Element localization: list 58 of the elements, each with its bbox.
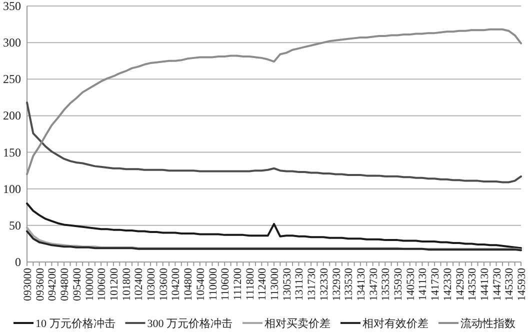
- x-tick-label: 101800: [120, 268, 133, 301]
- y-tick-label: 150: [3, 145, 21, 160]
- line-series: [26, 226, 522, 251]
- x-tick-label: 104200: [170, 268, 182, 301]
- x-tick-label: 102400: [133, 268, 146, 301]
- x-tick-label: 144130: [478, 268, 491, 301]
- x-tick-label: 130530: [281, 268, 294, 301]
- x-tick-label: 134130: [355, 268, 368, 301]
- x-tick-label: 145330: [504, 268, 516, 301]
- x-tick-label: 131730: [306, 268, 318, 301]
- x-tick-label: 111800: [244, 268, 256, 300]
- y-tick-label: 100: [3, 182, 21, 196]
- legend-label: 流动性指数: [460, 317, 516, 330]
- x-tick-label: 134730: [368, 268, 380, 301]
- x-tick-label: 103000: [146, 268, 158, 301]
- line-series: [26, 28, 522, 176]
- x-tick-label: 132930: [330, 268, 343, 301]
- line-series: [26, 102, 522, 184]
- x-tick-label: 132330: [318, 268, 330, 301]
- x-tick-label: 100000: [84, 268, 96, 301]
- y-tick-label: 250: [3, 72, 21, 86]
- x-tick-label: 131130: [294, 268, 306, 301]
- y-tick-label: 50: [9, 218, 21, 232]
- x-tick-label: 142930: [454, 268, 466, 301]
- x-tick-label: 101200: [108, 268, 120, 301]
- line-series: [26, 202, 522, 250]
- y-tick-label: 300: [3, 36, 21, 50]
- y-tick-label: 350: [3, 0, 21, 13]
- x-tick-label: 135930: [392, 268, 404, 301]
- x-tick-label: 141130: [417, 268, 430, 301]
- y-tick-label: 0: [15, 255, 21, 269]
- x-tick-label: 093600: [34, 268, 46, 301]
- legend-label: 10 万元价格冲击: [36, 317, 116, 330]
- x-tick-label: 135330: [380, 268, 392, 301]
- legend-label: 相对有效价差: [362, 317, 428, 330]
- x-tick-label: 141730: [430, 268, 442, 301]
- x-tick-label: 110600: [220, 268, 232, 301]
- legend-label: 300 万元价格冲击: [147, 317, 232, 330]
- x-tick-label: 103600: [158, 268, 170, 301]
- x-tick-label: 111200: [232, 268, 244, 300]
- x-tick-label: 140530: [404, 268, 417, 301]
- x-tick-label: 112400: [256, 268, 269, 301]
- x-tick-label: 093000: [22, 268, 34, 301]
- x-tick-label: 145930: [516, 268, 528, 301]
- x-tick-label: 100600: [96, 268, 108, 301]
- x-tick-label: 133530: [343, 268, 356, 301]
- x-tick-label: 095400: [71, 268, 84, 301]
- x-tick-label: 094800: [59, 268, 72, 301]
- x-tick-label: 110000: [207, 268, 220, 301]
- x-tick-label: 144730: [491, 268, 504, 301]
- x-tick-label: 113000: [269, 268, 281, 301]
- x-tick-label: 105400: [194, 268, 207, 301]
- x-tick-label: 094200: [46, 268, 59, 301]
- x-tick-label: 143530: [466, 268, 479, 301]
- legend-label: 相对买卖价差: [264, 317, 330, 330]
- x-tick-label: 104800: [182, 268, 195, 301]
- y-tick-label: 200: [3, 108, 21, 123]
- x-tick-label: 142330: [442, 268, 454, 301]
